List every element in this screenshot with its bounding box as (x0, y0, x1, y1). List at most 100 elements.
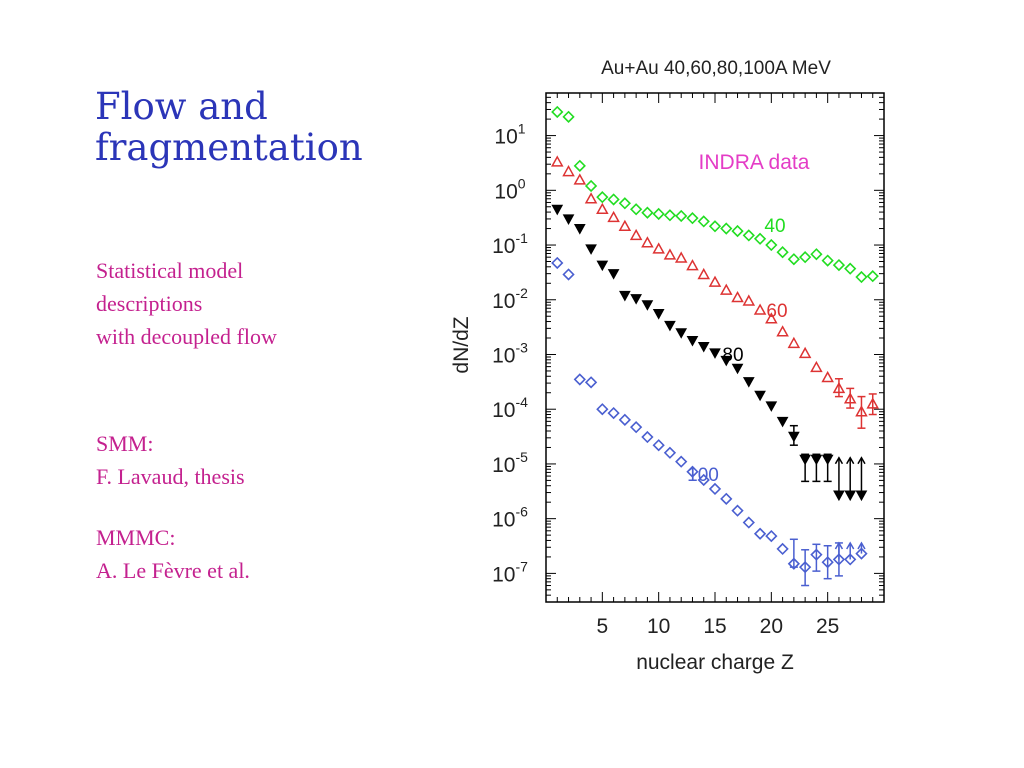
series-label: 40 (764, 216, 785, 237)
data-point (719, 283, 733, 295)
data-point (596, 191, 609, 204)
data-point (821, 454, 834, 466)
y-tick-label: 10-4 (492, 394, 528, 422)
data-point (607, 269, 620, 280)
note-line: descriptions (96, 291, 203, 316)
data-point (855, 270, 868, 284)
data-point (686, 465, 699, 478)
data-point (810, 360, 823, 373)
data-point (630, 294, 642, 305)
series-label: 60 (766, 301, 787, 322)
x-tick-label: 20 (760, 615, 783, 638)
data-point (697, 473, 710, 487)
data-point (675, 328, 688, 339)
limit-arrow-head (857, 541, 866, 550)
data-point (753, 232, 767, 245)
y-tick-label: 10-1 (492, 230, 528, 258)
model-description-note: Statistical model descriptions with deco… (96, 254, 277, 353)
data-point (765, 312, 778, 324)
data-point (562, 165, 575, 177)
data-point (742, 377, 755, 388)
data-point (855, 547, 868, 560)
data-point (686, 259, 699, 271)
title-line: fragmentation (95, 126, 363, 170)
data-point (674, 251, 688, 263)
limit-arrow-head (834, 541, 844, 550)
data-point (663, 446, 677, 459)
data-point (754, 390, 766, 402)
data-point (596, 260, 609, 272)
data-point (596, 202, 609, 215)
data-point (550, 155, 564, 167)
x-tick-label: 25 (816, 615, 839, 638)
series-60: 60 (550, 155, 880, 429)
series-label: 80 (722, 345, 743, 366)
data-point (788, 431, 800, 443)
data-point (607, 210, 620, 223)
note-line: with decoupled flow (96, 324, 277, 349)
data-point (787, 336, 801, 349)
note-line: SMM: (96, 431, 154, 456)
data-point (641, 300, 654, 311)
data-point (731, 290, 744, 303)
data-point (573, 159, 586, 172)
data-point (708, 220, 722, 233)
data-point (573, 224, 586, 235)
data-point (562, 110, 575, 123)
data-point (618, 219, 632, 232)
chart-title: Au+Au 40,60,80,100A MeV (601, 58, 831, 79)
data-point (708, 275, 722, 287)
note-line: MMMC: (96, 525, 176, 550)
data-point (799, 454, 811, 466)
smm-reference-note: SMM: F. Lavaud, thesis (96, 427, 245, 493)
data-point (596, 403, 609, 416)
data-point (629, 228, 643, 241)
data-point (584, 179, 598, 193)
data-point (731, 224, 744, 238)
data-point (821, 556, 834, 569)
data-point (708, 482, 722, 496)
data-point (742, 516, 755, 529)
data-point (810, 454, 823, 466)
y-axis-label: dN/dZ (450, 316, 473, 373)
data-point (709, 348, 721, 359)
data-point (776, 246, 789, 259)
limit-arrow-head (846, 456, 855, 465)
data-point (844, 490, 857, 502)
data-point (697, 267, 711, 280)
data-point (619, 290, 631, 302)
limit-arrow-head (857, 456, 866, 465)
data-point (844, 553, 857, 566)
y-tick-label: 101 (494, 121, 525, 149)
data-point (720, 222, 733, 235)
y-tick-label: 10-6 (492, 504, 528, 532)
data-point (686, 336, 699, 347)
data-point (630, 421, 643, 434)
y-tick-label: 10-3 (492, 339, 528, 367)
data-point (832, 553, 846, 566)
series-40: 40 (551, 105, 879, 284)
data-point (742, 229, 755, 242)
data-point (675, 455, 688, 468)
x-axis-label: nuclear charge Z (636, 651, 794, 674)
data-point (731, 363, 744, 375)
data-point (697, 341, 710, 353)
data-point (821, 370, 834, 383)
y-tick-label: 10-2 (492, 285, 528, 313)
data-point (652, 309, 665, 320)
data-point (720, 355, 733, 367)
data-point (731, 504, 744, 517)
data-point (551, 204, 564, 216)
data-point (663, 209, 677, 222)
data-point (765, 238, 778, 252)
x-tick-label: 10 (647, 615, 670, 638)
data-point (551, 105, 564, 119)
data-point (787, 557, 800, 570)
data-point (641, 430, 654, 444)
y-tick-label: 100 (494, 175, 525, 203)
data-point (652, 439, 665, 452)
data-point (573, 173, 587, 185)
data-point (866, 270, 879, 283)
